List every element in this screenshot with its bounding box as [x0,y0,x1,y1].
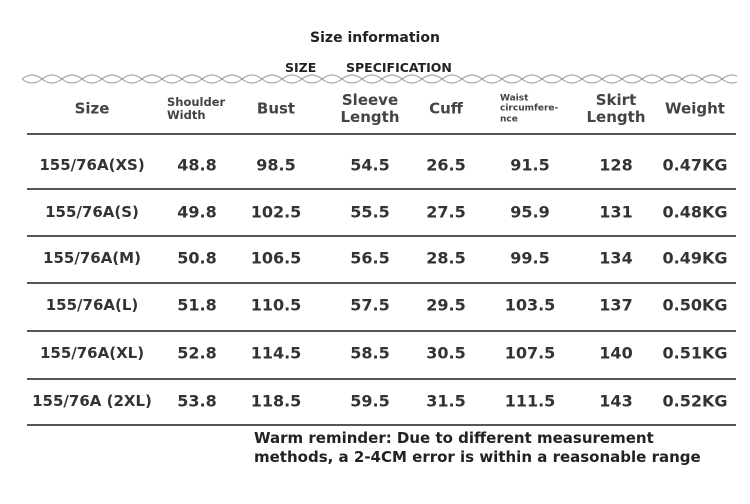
table-cell: 59.5 [350,391,390,411]
table-cell: 111.5 [504,391,556,411]
row-divider [27,282,736,284]
table-cell: 50.8 [177,248,217,268]
table-cell: 155/76A(S) [45,203,139,221]
row-divider [27,188,736,190]
header-sleeve-length: Sleeve Length [340,90,400,126]
table-cell: 51.8 [177,295,217,315]
subtitle-specification: SPECIFICATION [346,60,452,75]
table-cell: 99.5 [510,248,550,268]
table-cell: 91.5 [510,155,550,175]
table-cell: 98.5 [256,155,296,175]
table-cell: 0.51KG [662,343,728,363]
table-cell: 53.8 [177,391,217,411]
header-shoulder-width: Shoulder Width [167,94,226,122]
table-cell: 28.5 [426,248,466,268]
table-cell: 29.5 [426,295,466,315]
header-bust: Bust [256,99,296,118]
header-size: Size [74,99,110,118]
table-cell: 31.5 [426,391,466,411]
table-cell: 0.48KG [662,202,728,222]
table-cell: 106.5 [250,248,302,268]
row-divider [27,235,736,237]
table-cell: 102.5 [250,202,302,222]
table-cell: 56.5 [350,248,390,268]
header-skirt-length: Skirt Length [586,90,646,126]
warm-reminder: Warm reminder: Due to different measurem… [254,429,701,467]
table-cell: 128 [599,155,633,175]
table-cell: 155/76A(M) [43,249,141,267]
header-cuff: Cuff [429,99,463,118]
table-cell: 155/76A(XS) [39,156,145,174]
table-cell: 57.5 [350,295,390,315]
table-cell: 134 [599,248,633,268]
table-cell: 110.5 [250,295,302,315]
table-cell: 27.5 [426,202,466,222]
table-cell: 155/76A (2XL) [32,392,152,410]
table-cell: 52.8 [177,343,217,363]
table-cell: 48.8 [177,155,217,175]
wave-divider [22,74,737,84]
row-divider [27,424,736,426]
table-cell: 0.52KG [662,391,728,411]
table-cell: 155/76A(L) [45,296,139,314]
row-divider [27,378,736,380]
row-divider [27,133,736,135]
header-weight: Weight [665,99,725,118]
subtitle-size: SIZE [285,60,317,75]
chart-title: Size information [310,30,440,46]
table-cell: 155/76A(XL) [39,344,145,362]
table-cell: 107.5 [504,343,556,363]
table-cell: 55.5 [350,202,390,222]
table-cell: 143 [599,391,633,411]
table-cell: 95.9 [510,202,550,222]
table-cell: 26.5 [426,155,466,175]
table-cell: 58.5 [350,343,390,363]
table-cell: 103.5 [504,295,556,315]
table-cell: 140 [599,343,633,363]
table-cell: 0.47KG [662,155,728,175]
table-cell: 118.5 [250,391,302,411]
table-cell: 30.5 [426,343,466,363]
table-cell: 137 [599,295,633,315]
table-cell: 131 [599,202,633,222]
reminder-line-1: Warm reminder: Due to different measurem… [254,429,654,447]
table-cell: 0.49KG [662,248,728,268]
reminder-line-2: methods, a 2-4CM error is within a reaso… [254,448,701,466]
table-cell: 0.50KG [662,295,728,315]
table-cell: 114.5 [250,343,302,363]
table-cell: 49.8 [177,202,217,222]
row-divider [27,330,736,332]
table-cell: 54.5 [350,155,390,175]
header-waist-circumfere-nce: Waist circumfere-nce [500,93,559,125]
